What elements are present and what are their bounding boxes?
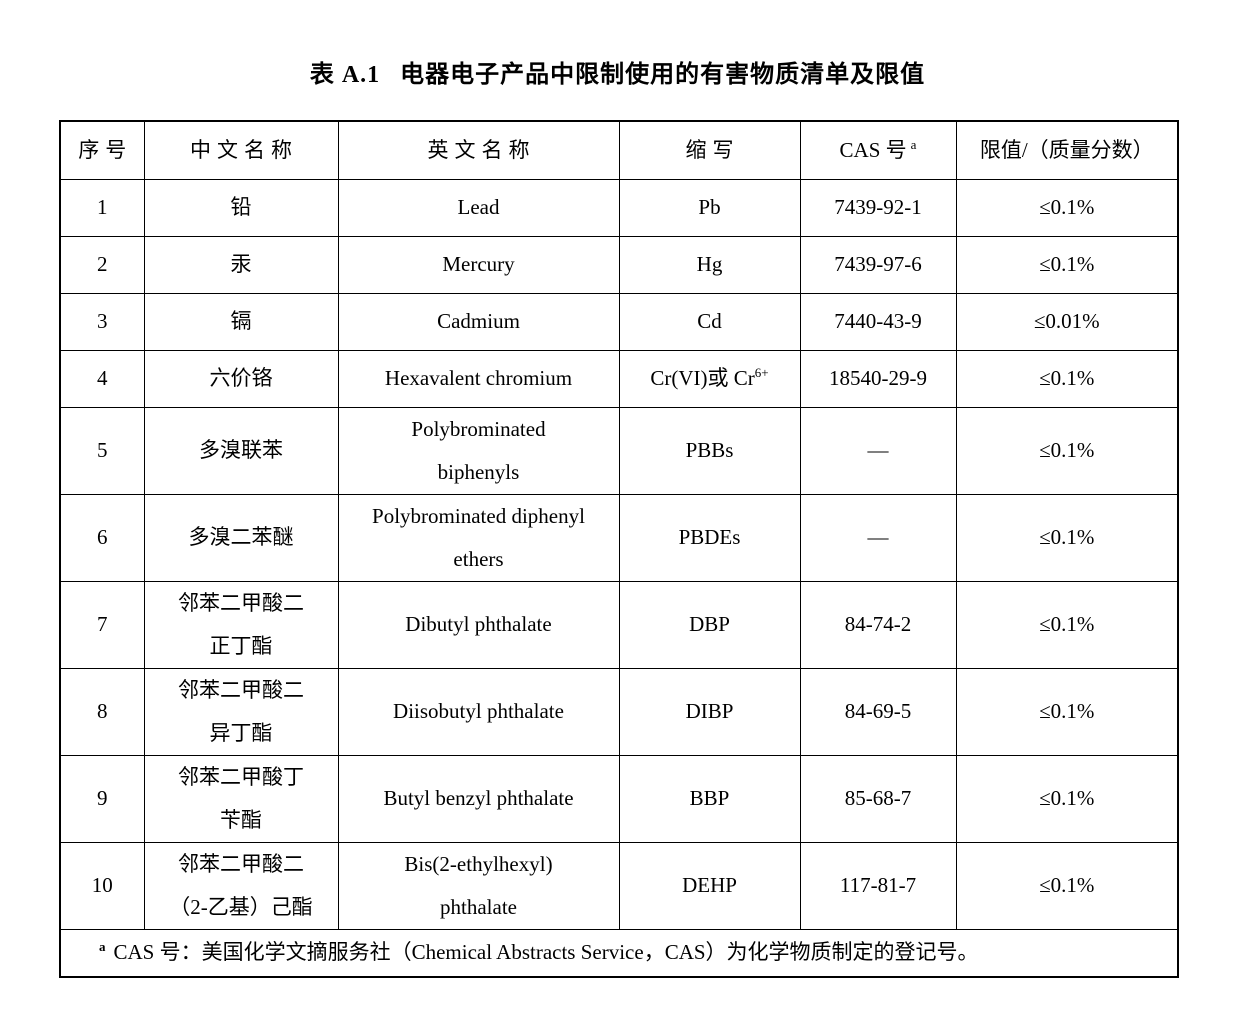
cell-english-name: Butyl benzyl phthalate xyxy=(337,754,620,843)
cell-cas: 84-69-5 xyxy=(799,667,957,756)
cell-english-name: Bis(2-ethylhexyl) phthalate xyxy=(337,841,620,931)
cell-cas: — xyxy=(799,406,957,495)
cas-footnote: a CAS 号：美国化学文摘服务社（Chemical Abstracts Serv… xyxy=(59,929,1179,978)
cell-chinese-name: 六价铬 xyxy=(143,349,339,408)
cell-english-name: Lead xyxy=(337,178,620,237)
footnote-row: a CAS 号：美国化学文摘服务社（Chemical Abstracts Serv… xyxy=(59,929,1179,978)
table-number-label: 表 A.1 xyxy=(309,62,381,88)
cell-seq: 3 xyxy=(59,292,145,351)
table-row: 5 多溴联苯 Polybrominated biphenyls PBBs — ≤… xyxy=(59,406,1179,495)
cell-chinese-name: 邻苯二甲酸二 异丁酯 xyxy=(143,667,339,756)
cell-cas: 7439-97-6 xyxy=(799,235,957,294)
header-english-name: 英文名称 xyxy=(337,120,620,180)
cell-limit: ≤0.1% xyxy=(955,580,1179,669)
table-row: 8 邻苯二甲酸二 异丁酯 Diisobutyl phthalate DIBP 8… xyxy=(59,667,1179,756)
cell-cas: 7439-92-1 xyxy=(799,178,957,237)
cell-abbreviation: PBBs xyxy=(618,406,801,495)
cell-limit: ≤0.01% xyxy=(955,292,1179,351)
cell-cas: — xyxy=(799,493,957,582)
cell-abbreviation: Pb xyxy=(618,178,801,237)
cell-seq: 4 xyxy=(59,349,145,408)
table-row: 6 多溴二苯醚 Polybrominated diphenyl ethers P… xyxy=(59,493,1179,582)
cell-seq: 8 xyxy=(59,667,145,756)
cell-english-name: Diisobutyl phthalate xyxy=(337,667,620,756)
table-row: 7 邻苯二甲酸二 正丁酯 Dibutyl phthalate DBP 84-74… xyxy=(59,580,1179,669)
cell-english-name: Mercury xyxy=(337,235,620,294)
cell-english-name: Dibutyl phthalate xyxy=(337,580,620,669)
cell-cas: 85-68-7 xyxy=(799,754,957,843)
cell-limit: ≤0.1% xyxy=(955,754,1179,843)
cell-english-name: Polybrominated diphenyl ethers xyxy=(337,493,620,582)
cell-seq: 5 xyxy=(59,406,145,495)
cell-seq: 6 xyxy=(59,493,145,582)
chromium-charge-superscript: 6+ xyxy=(754,364,769,380)
footnote-marker: a xyxy=(99,939,106,955)
cell-english-name: Hexavalent chromium xyxy=(337,349,620,408)
header-limit: 限值/（质量分数） xyxy=(955,120,1179,180)
cell-abbreviation: DIBP xyxy=(618,667,801,756)
cell-english-name: Polybrominated biphenyls xyxy=(337,406,620,495)
cell-cas: 18540-29-9 xyxy=(799,349,957,408)
cell-abbreviation: Cr(VI)或 Cr6+ xyxy=(618,349,801,408)
cell-abbreviation: Cd xyxy=(618,292,801,351)
cell-seq: 9 xyxy=(59,754,145,843)
cell-limit: ≤0.1% xyxy=(955,349,1179,408)
cell-chinese-name: 邻苯二甲酸二 正丁酯 xyxy=(143,580,339,669)
cell-chinese-name: 多溴二苯醚 xyxy=(143,493,339,582)
cell-limit: ≤0.1% xyxy=(955,493,1179,582)
table-title: 表 A.1 电器电子产品中限制使用的有害物质清单及限值 xyxy=(0,54,1235,89)
cell-limit: ≤0.1% xyxy=(955,841,1179,931)
cell-abbreviation: DEHP xyxy=(618,841,801,931)
cell-english-name: Cadmium xyxy=(337,292,620,351)
cell-chinese-name: 邻苯二甲酸二 （2-乙基）己酯 xyxy=(143,841,339,931)
table-row: 9 邻苯二甲酸丁 苄酯 Butyl benzyl phthalate BBP 8… xyxy=(59,754,1179,843)
header-seq: 序号 xyxy=(59,120,145,180)
cell-limit: ≤0.1% xyxy=(955,235,1179,294)
table-row: 4 六价铬 Hexavalent chromium Cr(VI)或 Cr6+ 1… xyxy=(59,349,1179,408)
cell-seq: 7 xyxy=(59,580,145,669)
cell-seq: 1 xyxy=(59,178,145,237)
table-row: 3 镉 Cadmium Cd 7440-43-9 ≤0.01% xyxy=(59,292,1179,351)
cell-cas: 7440-43-9 xyxy=(799,292,957,351)
cell-abbreviation: Hg xyxy=(618,235,801,294)
cell-chinese-name: 邻苯二甲酸丁 苄酯 xyxy=(143,754,339,843)
header-chinese-name: 中文名称 xyxy=(143,120,339,180)
cell-chinese-name: 汞 xyxy=(143,235,339,294)
cell-cas: 117-81-7 xyxy=(799,841,957,931)
footnote-text: CAS 号：美国化学文摘服务社（Chemical Abstracts Servi… xyxy=(113,940,979,965)
cell-seq: 2 xyxy=(59,235,145,294)
table-row: 2 汞 Mercury Hg 7439-97-6 ≤0.1% xyxy=(59,235,1179,294)
cell-cas: 84-74-2 xyxy=(799,580,957,669)
table-row: 10 邻苯二甲酸二 （2-乙基）己酯 Bis(2-ethylhexyl) pht… xyxy=(59,841,1179,931)
cell-limit: ≤0.1% xyxy=(955,178,1179,237)
table-row: 1 铅 Lead Pb 7439-92-1 ≤0.1% xyxy=(59,178,1179,237)
cell-chinese-name: 多溴联苯 xyxy=(143,406,339,495)
cell-seq: 10 xyxy=(59,841,145,931)
cas-footnote-marker: a xyxy=(910,136,917,152)
cell-chinese-name: 铅 xyxy=(143,178,339,237)
cell-limit: ≤0.1% xyxy=(955,406,1179,495)
header-abbreviation: 缩写 xyxy=(618,120,801,180)
table-title-text: 电器电子产品中限制使用的有害物质清单及限值 xyxy=(400,62,926,88)
cell-abbreviation: BBP xyxy=(618,754,801,843)
cell-abbreviation: DBP xyxy=(618,580,801,669)
cell-limit: ≤0.1% xyxy=(955,667,1179,756)
cell-abbreviation: PBDEs xyxy=(618,493,801,582)
cell-chinese-name: 镉 xyxy=(143,292,339,351)
